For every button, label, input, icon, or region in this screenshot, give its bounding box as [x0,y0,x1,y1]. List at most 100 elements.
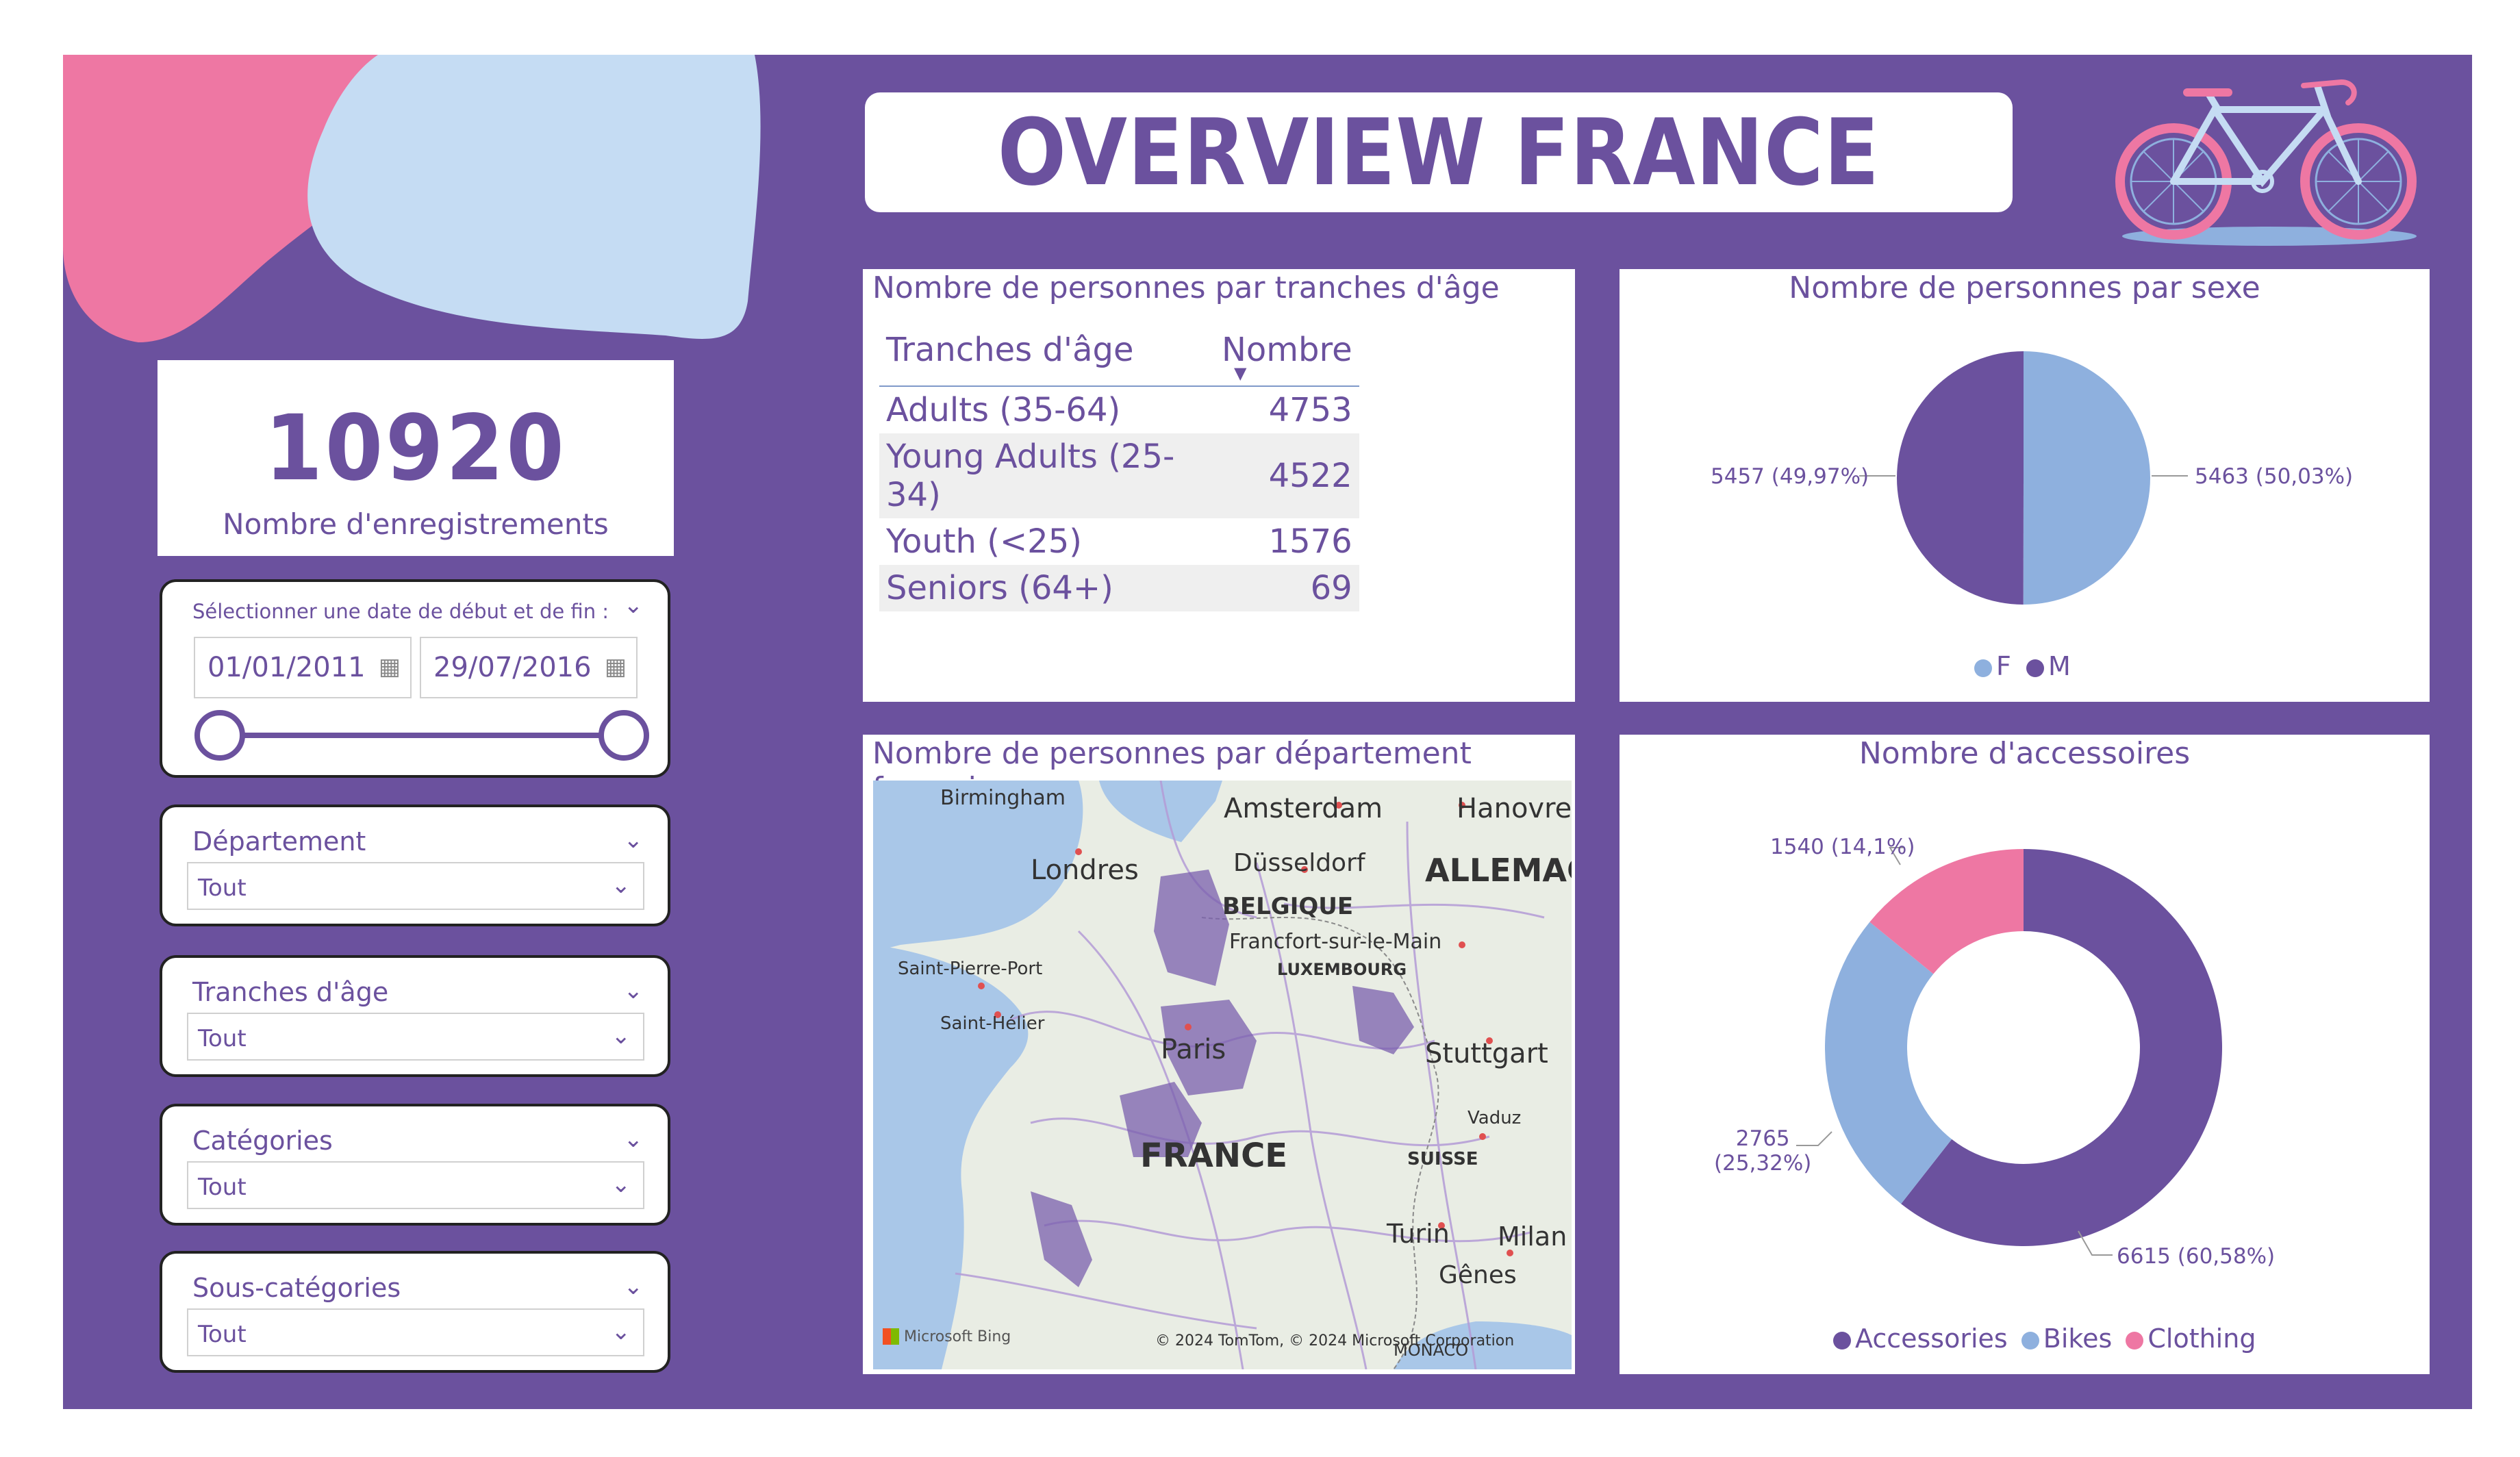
map-attribution: © 2024 TomTom, © 2024 Microsoft Corporat… [1155,1332,1515,1350]
data-label-f: 5463 (50,03%) [2195,464,2354,489]
legend-item-m[interactable]: M [2026,651,2071,681]
age-table-title: Nombre de personnes par tranches d'âge [872,270,1500,305]
dropdown-value: Tout [198,1025,247,1052]
legend-dot [2021,1332,2039,1350]
age-table: Tranches d'âge Nombre ▼ Adults (35-64) 4… [879,324,1359,611]
departement-dropdown[interactable]: Tout ⌄ [187,862,644,910]
leader-line-clothing [1889,847,1904,865]
kpi-card: 10920 Nombre d'enregistrements [158,360,674,556]
sex-chart-title: Nombre de personnes par sexe [1789,270,2260,305]
accessories-legend: Accessories Bikes Clothing [1833,1323,2256,1354]
start-date-field[interactable]: 01/01/2011 ▦ [194,637,412,698]
slicer-tranches-age[interactable]: Tranches d'âge ⌄ Tout ⌄ [160,955,670,1077]
legend-dot [1833,1332,1851,1350]
chevron-down-icon[interactable]: ⌄ [623,1126,644,1153]
map-label: Vaduz [1467,1108,1522,1128]
legend-label: Bikes [2043,1323,2113,1354]
table-cell: Adults (35-64) [886,391,1121,429]
chevron-down-icon[interactable]: ⌄ [611,1171,631,1198]
slice-m[interactable] [1896,351,2024,605]
chevron-down-icon[interactable]: ⌄ [611,872,631,899]
chevron-down-icon[interactable]: ⌄ [623,826,644,854]
sort-desc-icon[interactable]: ▼ [1234,364,1247,383]
chevron-down-icon[interactable]: ⌄ [623,1273,644,1300]
chevron-down-icon[interactable]: ⌄ [623,977,644,1004]
tranches-age-dropdown[interactable]: Tout ⌄ [187,1013,644,1061]
chevron-down-icon[interactable]: ⌄ [611,1022,631,1050]
end-date-field[interactable]: 29/07/2016 ▦ [420,637,638,698]
kpi-value: 10920 [264,396,567,501]
slice-accessories[interactable] [1901,849,2222,1246]
kpi-label: Nombre d'enregistrements [223,507,609,541]
map-label: Londres [1031,854,1139,886]
dropdown-value: Tout [198,1174,247,1201]
title-banner: OVERVIEW FRANCE [865,92,2013,212]
map-label: Amsterdam [1224,793,1383,824]
table-cell: 4753 [1268,391,1352,429]
sous-categories-dropdown[interactable]: Tout ⌄ [187,1308,644,1356]
column-header-label: Nombre [1222,331,1352,369]
map-label: Saint-Pierre-Port [898,959,1043,979]
categories-dropdown[interactable]: Tout ⌄ [187,1161,644,1209]
table-row: Youth (<25) 1576 [879,518,1359,565]
map-label: LUXEMBOURG [1277,960,1407,979]
map-label: ALLEMAG [1425,852,1572,889]
column-header-tranches[interactable]: Tranches d'âge [879,324,1215,387]
table-row: Young Adults (25-34) 4522 [879,433,1359,518]
chevron-down-icon[interactable]: ⌄ [623,592,644,619]
bing-brand: Microsoft Bing [904,1328,1011,1345]
accessories-chart-title: Nombre d'accessoires [1859,736,2191,771]
slicer-title: Sous-catégories [192,1273,401,1303]
date-range-slider[interactable] [160,705,670,774]
slicer-categories[interactable]: Catégories ⌄ Tout ⌄ [160,1104,670,1226]
bing-logo: Microsoft Bing [883,1328,1011,1345]
legend-dot [2026,659,2044,677]
start-date-value: 01/01/2011 [207,652,366,683]
slicer-title: Tranches d'âge [192,977,389,1007]
slider-end-handle[interactable] [598,710,649,761]
table-row: Adults (35-64) 4753 [879,386,1359,433]
calendar-icon[interactable]: ▦ [604,653,627,681]
column-header-nombre[interactable]: Nombre ▼ [1215,324,1359,387]
slider-start-handle[interactable] [194,710,245,761]
legend-label: Clothing [2147,1323,2256,1354]
legend-dot [2126,1332,2144,1350]
sex-pie-chart[interactable] [1620,269,2430,702]
sex-chart-visual: Nombre de personnes par sexe 5463 (50,03… [1620,269,2430,702]
dropdown-value: Tout [198,1321,247,1348]
end-date-value: 29/07/2016 [433,652,592,683]
legend-item-bikes[interactable]: Bikes [2021,1323,2112,1354]
map-label: Stuttgart [1425,1038,1548,1069]
slice-f[interactable] [2023,351,2150,605]
slice-bikes[interactable] [1825,922,1952,1204]
leader-line-accessories [2078,1230,2113,1256]
page-title: OVERVIEW FRANCE [997,99,1880,206]
legend-item-accessories[interactable]: Accessories [1833,1323,2008,1354]
slice-clothing[interactable] [1869,849,2024,974]
map-label: Paris [1161,1034,1226,1065]
slicer-sous-categories[interactable]: Sous-catégories ⌄ Tout ⌄ [160,1251,670,1373]
slicer-departement[interactable]: Département ⌄ Tout ⌄ [160,804,670,926]
chevron-down-icon[interactable]: ⌄ [611,1318,631,1345]
bike-illustration [2115,79,2417,246]
accessories-donut-chart[interactable] [1620,735,2430,1374]
table-cell: 1576 [1268,522,1352,561]
map-label: Francfort-sur-le-Main [1229,930,1442,954]
table-cell: Seniors (64+) [879,565,1215,611]
map-label: Turin [1387,1219,1450,1249]
table-cell: 4522 [1215,433,1359,518]
map-canvas[interactable]: Birmingham Amsterdam Hanovre Londres Düs… [873,781,1572,1369]
map-label: Birmingham [940,786,1066,810]
map-background [873,781,1572,1369]
calendar-icon[interactable]: ▦ [378,653,401,681]
table-cell: Young Adults (25-34) [879,433,1215,518]
sex-legend: F M [1974,651,2071,681]
slicer-title: Catégories [192,1126,333,1156]
legend-item-clothing[interactable]: Clothing [2126,1323,2256,1354]
legend-item-f[interactable]: F [1974,651,2011,681]
map-label: Milan [1498,1221,1567,1252]
date-range-slicer[interactable]: Sélectionner une date de début et de fin… [160,579,670,778]
legend-dot [1974,659,1992,677]
table-cell: Youth (<25) [886,522,1082,561]
map-label: Hanovre [1457,793,1572,824]
